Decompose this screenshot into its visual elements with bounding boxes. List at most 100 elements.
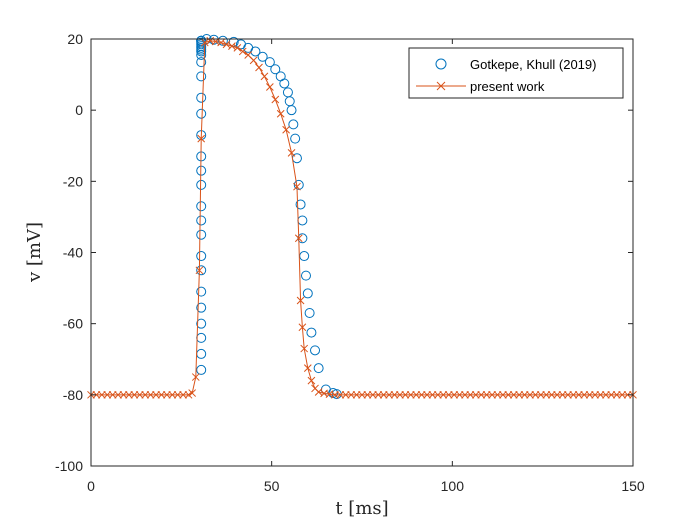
present-point (558, 390, 567, 399)
present-point (352, 390, 361, 399)
present-point (488, 390, 496, 399)
reference-point (196, 201, 207, 212)
present-point (233, 44, 242, 52)
present-point (135, 390, 144, 399)
present-point (173, 390, 182, 399)
present-point (547, 390, 556, 399)
reference-point (196, 364, 207, 375)
present-point (515, 390, 524, 399)
present-point (300, 344, 309, 353)
reference-point (196, 251, 207, 262)
present-point (379, 390, 388, 399)
present-point (228, 42, 236, 50)
reference-point (196, 108, 207, 119)
x-tick-label: 100 (441, 478, 465, 494)
present-point (152, 390, 160, 399)
present-point (499, 390, 507, 399)
present-point (282, 125, 290, 134)
y-tick-label: -20 (63, 173, 83, 189)
reference-point (196, 318, 207, 329)
y-tick-label: 20 (67, 31, 83, 47)
present-point (526, 390, 534, 399)
reference-point (306, 327, 317, 338)
present-point (428, 390, 437, 399)
present-point (168, 390, 177, 399)
reference-point (302, 288, 313, 299)
present-point (298, 323, 307, 332)
present-point (287, 149, 296, 157)
reference-point (196, 286, 207, 297)
reference-point (288, 119, 299, 130)
present-point (276, 109, 285, 118)
legend-marker-reference (435, 58, 447, 70)
present-point (585, 390, 594, 399)
present-point (596, 390, 605, 399)
present-point (591, 390, 599, 399)
present-point (450, 390, 458, 399)
present-point (509, 390, 518, 399)
present-point (385, 390, 393, 399)
present-point (92, 390, 101, 399)
present-point (271, 95, 280, 104)
present-point (493, 390, 502, 399)
present-point (336, 390, 345, 399)
reference-point (196, 57, 207, 68)
series-layer (87, 34, 637, 400)
reference-point (270, 64, 281, 75)
present-point (623, 390, 632, 399)
present-point (423, 390, 431, 399)
y-tick-label: -100 (55, 458, 83, 474)
present-point (163, 390, 171, 399)
reference-point (264, 57, 275, 68)
present-point (580, 390, 589, 399)
y-tick-label: 0 (75, 102, 83, 118)
present-point (412, 390, 421, 399)
present-point (537, 390, 545, 399)
present-point (401, 390, 410, 399)
present-point (417, 390, 426, 399)
present-point (542, 390, 551, 399)
x-tick-label: 0 (87, 478, 95, 494)
present-point (564, 390, 572, 399)
present-point (477, 390, 486, 399)
reference-point (295, 199, 306, 210)
reference-point (217, 35, 228, 46)
present-point (114, 390, 122, 399)
present-point (607, 390, 616, 399)
reference-point (293, 179, 304, 190)
present-point (390, 390, 399, 399)
present-point (184, 390, 193, 399)
y-tick-label: -80 (63, 387, 83, 403)
present-point (307, 376, 316, 385)
y-tick-label: -60 (63, 316, 83, 332)
present-point (188, 389, 197, 397)
present-point (368, 390, 377, 399)
present-point (374, 390, 383, 399)
present-point (466, 390, 475, 399)
present-point (191, 373, 200, 381)
reference-point (250, 46, 261, 57)
present-point (504, 390, 513, 399)
reference-point (290, 133, 301, 144)
present-point (130, 390, 139, 399)
x-tick-label: 150 (621, 478, 645, 494)
present-point (531, 390, 540, 399)
present-point (553, 390, 561, 399)
reference-point (279, 78, 290, 89)
series-present (87, 36, 637, 399)
present-point (141, 390, 150, 399)
present-point (195, 266, 204, 275)
present-point (341, 390, 350, 399)
present-point (119, 390, 128, 399)
reference-point (196, 302, 207, 313)
y-tick-label: -40 (63, 245, 83, 261)
reference-point (313, 363, 324, 374)
present-point (294, 234, 303, 243)
reference-point (196, 265, 207, 276)
legend-marker-present (436, 81, 446, 91)
reference-point (196, 215, 207, 226)
present-point (612, 390, 621, 399)
reference-point (257, 51, 268, 62)
